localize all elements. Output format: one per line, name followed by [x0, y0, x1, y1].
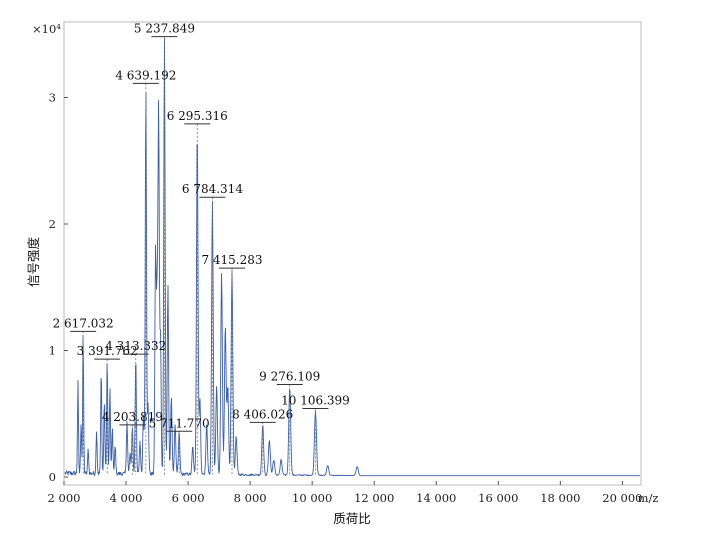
peak-label: 10 106.399 [281, 393, 350, 407]
peak-label: 6 784.314 [182, 182, 243, 196]
peak-label: 5 237.849 [134, 22, 195, 36]
peak-label: 5 711.770 [149, 416, 210, 430]
peak-label: 9 276.109 [259, 369, 320, 383]
y-tick-label: 3 [49, 91, 56, 105]
x-tick-label: 14 000 [416, 491, 456, 505]
x-tick-label: 6 000 [172, 491, 205, 505]
peak-label: 8 406.026 [232, 407, 293, 421]
x-tick-label: 2 000 [48, 491, 81, 505]
x-axis: 2 000 4 000 6 000 8 000 10 000 12 000 14 000 16… [48, 481, 643, 505]
peak-label: 7 415.283 [201, 253, 262, 267]
x-tick-label: 12 000 [354, 491, 394, 505]
peak-label: 4 203.819 [102, 410, 163, 424]
x-axis-unit-label: m/z [638, 491, 659, 505]
y-axis: 0 1 2 3 [49, 91, 68, 484]
x-tick-label: 16 000 [478, 491, 518, 505]
y-axis-exponent-label: ×10⁴ [32, 22, 61, 36]
spectrum-line [64, 38, 640, 477]
y-tick-label: 1 [49, 344, 56, 358]
x-tick-label: 20 000 [602, 491, 642, 505]
y-tick-label: 0 [49, 470, 56, 484]
x-tick-label: 10 000 [292, 491, 332, 505]
plot-area [63, 21, 642, 486]
peak-label: 3 391.762 [77, 344, 138, 358]
x-axis-title: 质荷比 [333, 511, 371, 526]
y-axis-title: 信号强度 [26, 237, 41, 288]
x-tick-label: 8 000 [234, 491, 267, 505]
peak-annotations: 2 617.032 3 391.762 4 203.819 4 313.332 4 63… [53, 22, 350, 475]
x-tick-label: 18 000 [540, 491, 580, 505]
peak-label: 4 313.332 [105, 339, 166, 353]
peak-label: 6 295.316 [167, 109, 228, 123]
y-tick-label: 2 [49, 217, 56, 231]
x-tick-label: 4 000 [110, 491, 143, 505]
peak-label: 2 617.032 [53, 316, 114, 330]
peak-label: 4 639.192 [115, 68, 176, 82]
